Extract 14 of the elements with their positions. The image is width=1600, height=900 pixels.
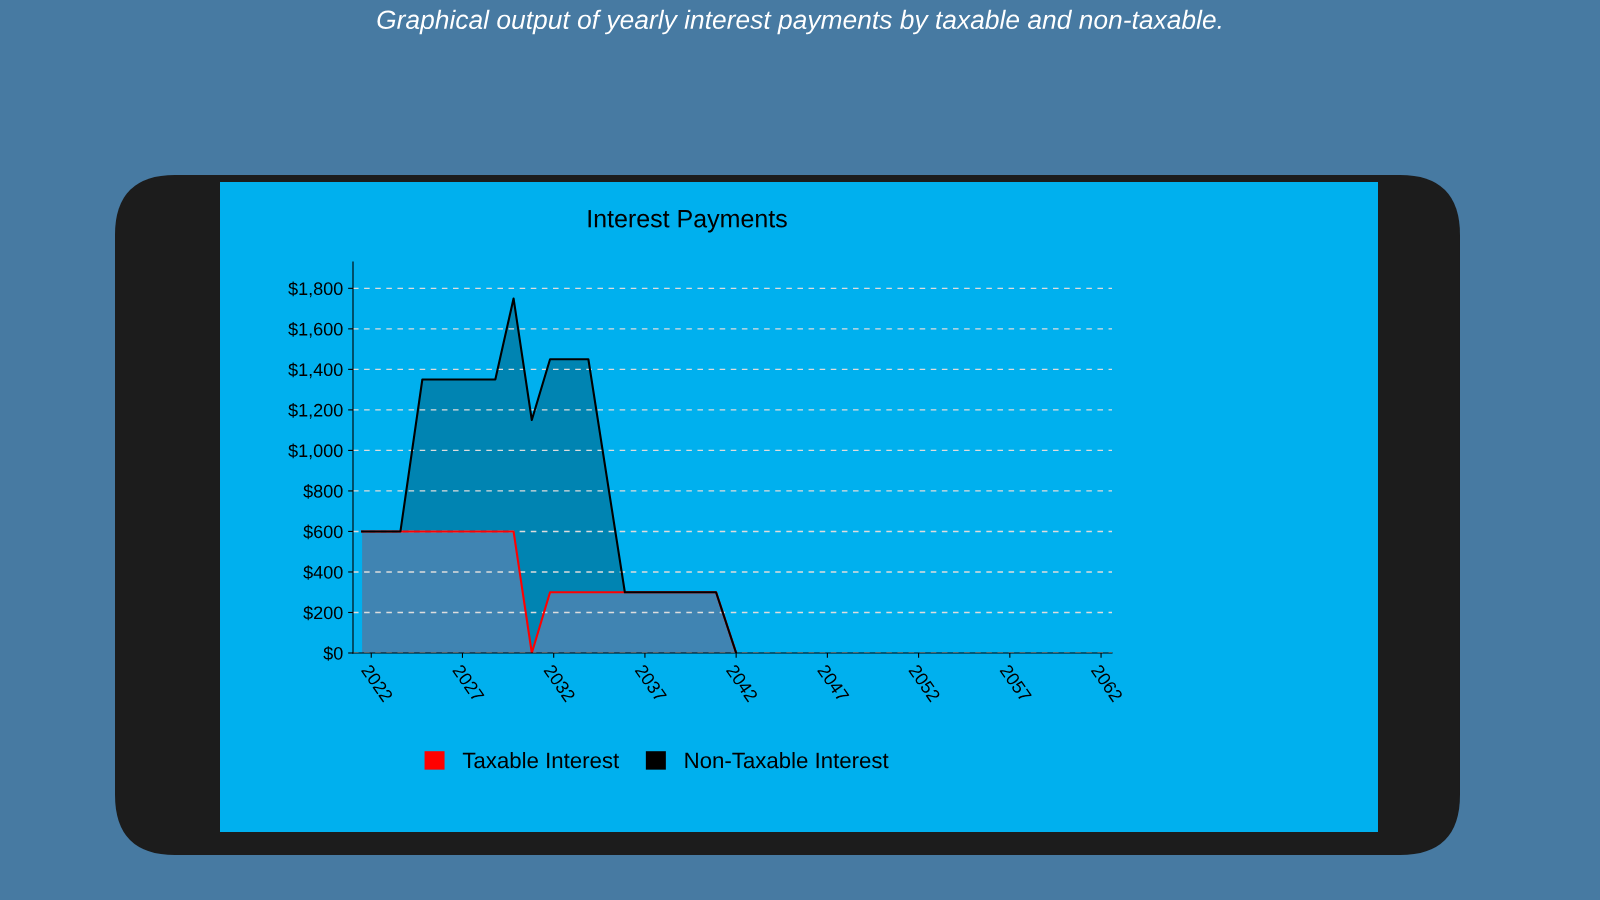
y-tick-label: $200: [303, 605, 343, 621]
y-tick-label: $400: [303, 565, 343, 580]
y-tick-label: $600: [303, 524, 343, 540]
y-tick-label: $1,800: [288, 281, 343, 298]
legend-label: Taxable Interest: [462, 751, 620, 769]
y-tick-label: $1,400: [288, 362, 343, 379]
y-tick-label: $1,000: [288, 443, 343, 460]
text: Graphical output of yearly interest payments by taxable and non-taxable.: [377, 9, 1221, 35]
legend-label: Non-Taxable Interest: [685, 751, 889, 769]
y-tick-label: $1,200: [288, 403, 343, 419]
y-tick-label: $800: [303, 484, 343, 499]
y-tick-label: $0: [323, 646, 343, 661]
y-tick-label: $1,600: [288, 322, 343, 338]
chart-title: Interest Payments: [588, 210, 787, 233]
